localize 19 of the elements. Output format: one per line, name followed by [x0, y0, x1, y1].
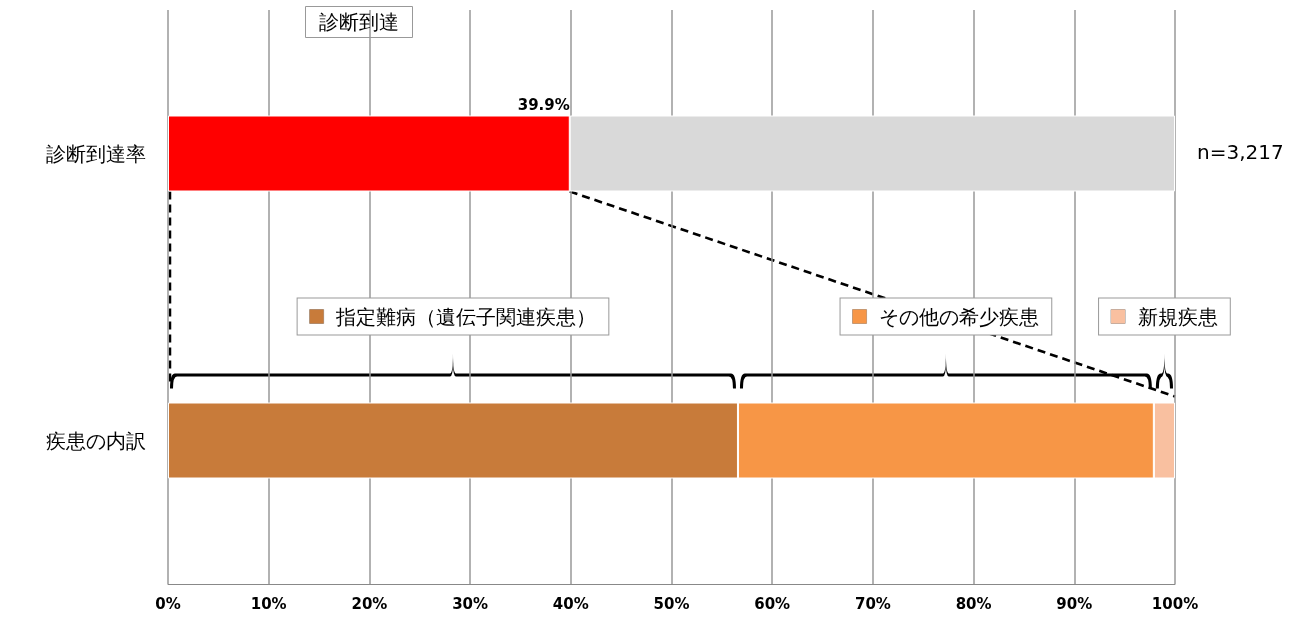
y-tick-label: 診断到達率: [46, 141, 146, 166]
x-tick-label: 90%: [1056, 594, 1093, 613]
x-tick-label: 30%: [452, 594, 489, 613]
x-tick-label: 80%: [955, 594, 992, 613]
x-tick-label: 20%: [351, 594, 388, 613]
x-tick-label: 10%: [250, 594, 287, 613]
legend-label: その他の希少疾患: [866, 304, 1040, 329]
data-label: 39.9%: [517, 96, 570, 114]
chart-title: 診断到達: [319, 10, 399, 34]
x-tick-label: 60%: [754, 594, 791, 613]
legend-label: 新規疾患: [1125, 304, 1218, 329]
x-tick-label: 40%: [552, 594, 589, 613]
text: n=3,217: [1197, 139, 1284, 164]
x-tick-label: 100%: [1151, 594, 1199, 613]
x-tick-label: 0%: [155, 594, 181, 613]
x-tick-label: 70%: [854, 594, 891, 613]
y-tick-label: 疾患の内訳: [46, 428, 146, 453]
legend-label: 指定難病（遺伝子関連疾患）: [323, 304, 597, 329]
x-tick-label: 50%: [653, 594, 690, 613]
